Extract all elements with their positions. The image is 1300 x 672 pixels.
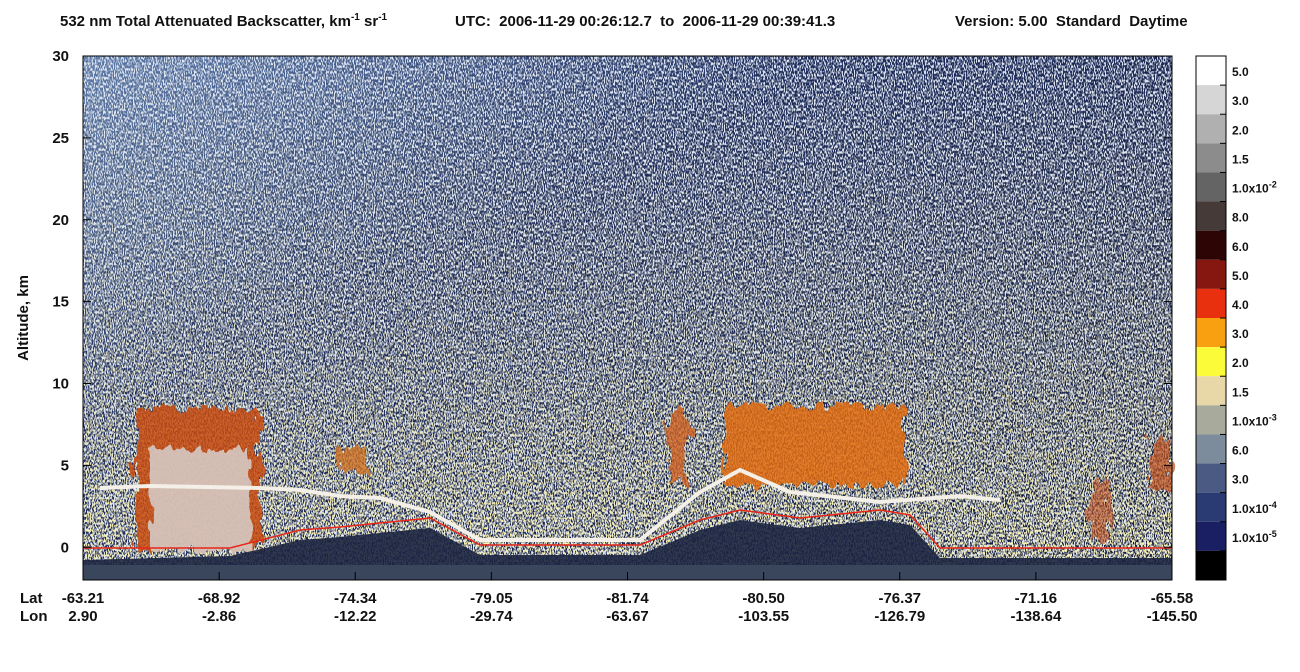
colorbar-label: 5.0 <box>1232 65 1249 79</box>
colorbar-swatch <box>1196 376 1226 406</box>
y-tick-label: 5 <box>61 457 69 474</box>
x-tick-label: -103.55 <box>738 608 789 625</box>
colorbar-label: 2.0 <box>1232 356 1249 370</box>
colorbar-label-sup: -4 <box>1269 500 1277 510</box>
title-text: sr <box>360 13 379 30</box>
y-tick-label: 15 <box>52 294 69 311</box>
x-tick-label: -63.21 <box>62 590 105 607</box>
colorbar-label: 1.0x10-5 <box>1232 529 1277 545</box>
x-tick-label: 2.90 <box>68 608 97 625</box>
plot-area <box>82 55 1173 581</box>
x-tick-label: -29.74 <box>470 608 513 625</box>
colorbar-label-text: 1.0x10 <box>1232 182 1269 196</box>
colorbar-label: 6.0 <box>1232 444 1249 458</box>
colorbar-label-text: 8.0 <box>1232 211 1249 225</box>
colorbar-swatch <box>1196 288 1226 318</box>
colorbar-swatch <box>1196 143 1226 173</box>
x-row-name: Lon <box>20 608 48 625</box>
colorbar-swatch <box>1196 114 1226 144</box>
x-tick-label: -138.64 <box>1010 608 1062 625</box>
colorbar-swatch <box>1196 492 1226 522</box>
colorbar-swatch <box>1196 230 1226 260</box>
colorbar-label-text: 1.0x10 <box>1232 414 1269 428</box>
x-tick-label: -80.50 <box>742 590 785 607</box>
x-tick-label: -76.37 <box>878 590 921 607</box>
x-tick-label: -145.50 <box>1147 608 1198 625</box>
colorbar-label-sup: -5 <box>1269 529 1277 539</box>
clouds <box>135 405 1170 550</box>
colorbar-label: 1.0x10-4 <box>1232 500 1277 516</box>
x-tick-label: -63.67 <box>606 608 649 625</box>
colorbar-label: 1.0x10-3 <box>1232 412 1277 428</box>
chart-title: 532 nm Total Attenuated Backscatter, km-… <box>60 12 388 30</box>
colorbar-label: 1.0x10-2 <box>1232 180 1277 196</box>
colorbar-label: 4.0 <box>1232 298 1249 312</box>
colorbar-label-text: 4.0 <box>1232 298 1249 312</box>
colorbar-label: 2.0 <box>1232 123 1249 137</box>
colorbar-label-text: 3.0 <box>1232 94 1249 108</box>
x-tick-label: -79.05 <box>470 590 513 607</box>
colorbar-swatch <box>1196 172 1226 202</box>
colorbar-swatch <box>1196 434 1226 464</box>
colorbar-swatch <box>1196 463 1226 493</box>
x-row-name: Lat <box>20 590 43 607</box>
colorbar-label-text: 3.0 <box>1232 327 1249 341</box>
colorbar-label-text: 1.5 <box>1232 385 1249 399</box>
y-axis-label: Altitude, km <box>15 275 32 361</box>
version: Version: 5.00 Standard Daytime <box>955 13 1188 30</box>
colorbar-label: 3.0 <box>1232 473 1249 487</box>
x-tick-label: -71.16 <box>1015 590 1058 607</box>
colorbar-swatch <box>1196 521 1226 551</box>
colorbar-label: 1.5 <box>1232 385 1249 399</box>
utc-range: UTC: 2006-11-29 00:26:12.7 to 2006-11-29… <box>455 13 835 30</box>
colorbar-label: 3.0 <box>1232 94 1249 108</box>
colorbar-label-sup: -2 <box>1269 180 1277 190</box>
colorbar-swatch <box>1196 347 1226 377</box>
colorbar-swatch <box>1196 56 1226 86</box>
x-tick-label: -2.86 <box>202 608 236 625</box>
colorbar-label-text: 2.0 <box>1232 356 1249 370</box>
title-text: 532 nm Total Attenuated Backscatter, km <box>60 13 351 30</box>
colorbar-label-text: 3.0 <box>1232 473 1249 487</box>
colorbar-swatch <box>1196 550 1226 580</box>
colorbar-label-text: 6.0 <box>1232 240 1249 254</box>
y-tick-label: 25 <box>52 130 69 147</box>
colorbar-label: 3.0 <box>1232 327 1249 341</box>
colorbar-swatch <box>1196 259 1226 289</box>
y-tick-label: 20 <box>52 212 69 229</box>
colorbar-label-sup: -3 <box>1269 412 1277 422</box>
cloud-top <box>99 467 1001 542</box>
colorbar-label: 1.5 <box>1232 152 1249 166</box>
x-tick-label: -68.92 <box>198 590 241 607</box>
x-tick-label: -126.79 <box>874 608 925 625</box>
y-tick-label: 30 <box>52 48 69 65</box>
y-tick-label: 0 <box>61 539 69 556</box>
surface-line <box>83 509 1172 549</box>
x-tick-label: -65.58 <box>1151 590 1194 607</box>
noise <box>83 56 1172 580</box>
colorbar-swatch <box>1196 405 1226 435</box>
colorbar-label: 8.0 <box>1232 211 1249 225</box>
colorbar-swatch <box>1196 85 1226 115</box>
colorbar-label-text: 5.0 <box>1232 65 1249 79</box>
colorbar-label: 5.0 <box>1232 269 1249 283</box>
y-tick-label: 10 <box>52 376 69 393</box>
x-tick-label: -12.22 <box>334 608 377 625</box>
x-tick-label: -74.34 <box>334 590 377 607</box>
colorbar-swatch <box>1196 201 1226 231</box>
x-tick-label: -81.74 <box>606 590 649 607</box>
colorbar-label: 6.0 <box>1232 240 1249 254</box>
colorbar-label-text: 5.0 <box>1232 269 1249 283</box>
title-sup: -1 <box>351 12 360 23</box>
colorbar-label-text: 1.0x10 <box>1232 502 1269 516</box>
colorbar-label-text: 6.0 <box>1232 444 1249 458</box>
colorbar-label-text: 2.0 <box>1232 123 1249 137</box>
title-sup: -1 <box>378 12 387 23</box>
colorbar-swatch <box>1196 318 1226 348</box>
colorbar-label-text: 1.5 <box>1232 152 1249 166</box>
colorbar-label-text: 1.0x10 <box>1232 531 1269 545</box>
